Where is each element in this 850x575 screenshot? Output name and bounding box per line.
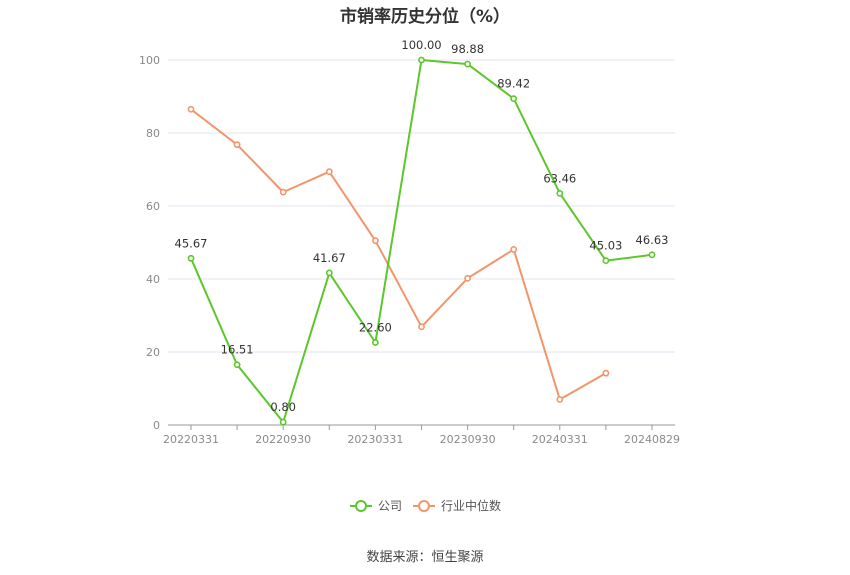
series-line (190, 59, 653, 424)
legend-item-company: 公司 (350, 499, 402, 513)
data-point (556, 396, 564, 403)
data-point (279, 188, 287, 196)
data-point (602, 369, 610, 377)
data-label: 45.03 (589, 239, 622, 253)
legend: 公司 行业中位数 (350, 498, 501, 513)
x-tick-label: 20230331 (347, 433, 403, 446)
data-point (187, 105, 195, 113)
y-tick-label: 40 (146, 273, 160, 286)
y-tick-label: 80 (146, 127, 160, 140)
y-tick-label: 100 (139, 54, 160, 67)
x-tick-label: 20230930 (440, 433, 496, 446)
data-label: 46.63 (636, 233, 669, 247)
y-tick-label: 20 (146, 346, 160, 359)
data-point (279, 418, 287, 426)
y-axis: 0 20 40 60 80 100 (139, 54, 160, 432)
data-label: 63.46 (543, 171, 576, 185)
data-point (602, 257, 610, 265)
legend-marker (355, 500, 367, 512)
data-point (648, 251, 656, 259)
x-axis: 20220331 20220930 20230331 20230930 20240331… (163, 424, 680, 446)
data-point (371, 339, 379, 346)
data-label: 41.67 (313, 251, 346, 265)
x-tick-label: 20240829 (624, 433, 680, 446)
x-tick-label: 20240331 (532, 433, 588, 446)
data-label: 0.80 (270, 400, 296, 414)
legend-label: 公司 (378, 499, 402, 513)
data-point (510, 246, 518, 253)
data-label: 89.42 (497, 77, 530, 91)
data-point (233, 361, 241, 369)
y-tick-label: 0 (153, 419, 160, 432)
source-note: 数据来源：恒生聚源 (366, 550, 484, 565)
legend-label: 行业中位数 (441, 498, 501, 513)
data-label: 45.67 (175, 236, 208, 250)
chart-title: 市销率历史分位（%） (339, 7, 511, 27)
series-industry-median (187, 105, 610, 403)
y-tick-label: 60 (146, 200, 160, 213)
data-point (464, 60, 471, 68)
data-point (556, 189, 564, 197)
data-point (325, 168, 333, 176)
data-label: 22.60 (359, 321, 392, 335)
data-point (325, 269, 333, 277)
x-tick-label: 20220930 (255, 433, 311, 446)
data-point (464, 274, 471, 282)
grid-lines (168, 59, 675, 353)
data-point (418, 323, 425, 331)
data-point (371, 237, 379, 245)
series-line (190, 108, 607, 401)
data-point (187, 254, 195, 262)
legend-item-industry-median: 行业中位数 (413, 498, 501, 513)
data-label: 98.88 (451, 42, 484, 56)
data-point (233, 141, 241, 149)
legend-marker (418, 500, 430, 512)
x-tick-label: 20220331 (163, 433, 219, 446)
data-point (418, 56, 425, 64)
data-point (510, 95, 518, 103)
series-layer: 45.67 16.51 0.80 41.67 22.60 100.00 98.88 89.42… (175, 38, 669, 426)
data-label: 16.51 (221, 343, 254, 357)
data-label: 100.00 (401, 38, 441, 52)
series-company: 45.67 16.51 0.80 41.67 22.60 100.00 98.88 89.42… (175, 38, 669, 426)
